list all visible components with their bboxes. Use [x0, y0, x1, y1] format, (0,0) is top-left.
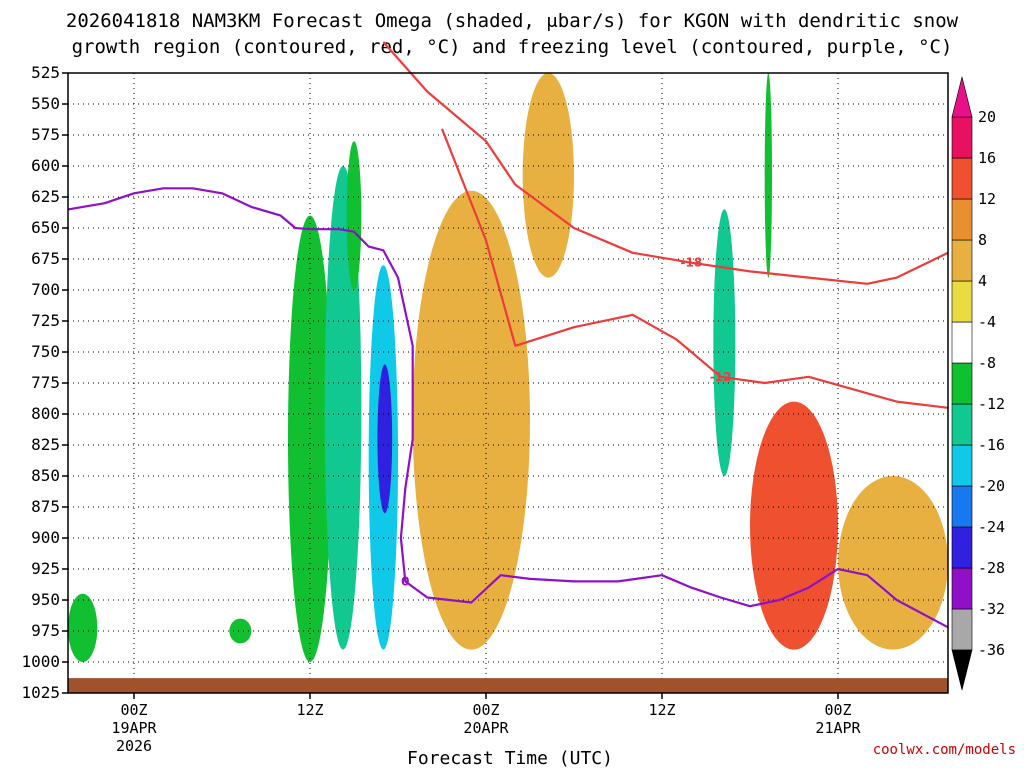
y-tick-label: 550 — [31, 94, 60, 113]
shaded-region-ascent-core — [377, 364, 393, 514]
colorbar-segment — [951, 444, 973, 487]
dgz-contour-1-label: -18 — [680, 256, 702, 270]
y-tick-label: 1000 — [21, 652, 60, 671]
dgz-contour-2-label: -12 — [710, 370, 732, 384]
y-tick-label: 850 — [31, 466, 60, 485]
omega-shading — [68, 73, 948, 663]
colorbar-label: 16 — [978, 149, 996, 167]
y-tick-label: 875 — [31, 497, 60, 516]
y-tick-label: 600 — [31, 156, 60, 175]
y-tick-label: 900 — [31, 528, 60, 547]
shaded-region-ascent-left — [68, 593, 98, 663]
x-tick-label: 12Z — [648, 701, 675, 719]
colorbar-label: -28 — [978, 559, 1005, 577]
colorbar-segment — [951, 485, 973, 528]
terrain-fill — [68, 678, 948, 693]
y-tick-label: 925 — [31, 559, 60, 578]
colorbar-segment — [951, 362, 973, 405]
colorbar-segment — [951, 608, 973, 651]
x-tick-label: 12Z — [296, 701, 323, 719]
x-tick-label: 00Z — [824, 701, 851, 719]
colorbar-segment — [951, 403, 973, 446]
contours: -18 -12 0 — [67, 41, 949, 629]
colorbar-label: 4 — [978, 272, 987, 290]
y-tick-label: 575 — [31, 125, 60, 144]
colorbar-label: -4 — [978, 313, 996, 331]
colorbar-label: -32 — [978, 600, 1005, 618]
y-axis: 525 550 575 600 625 650 675 700 725 750 775 800 825 8… — [21, 63, 68, 702]
colorbar-label: -20 — [978, 477, 1005, 495]
terrain-band — [68, 678, 948, 693]
shaded-region-ascent-right — [764, 73, 772, 278]
colorbar-segment — [951, 116, 973, 159]
colorbar-top-arrow — [951, 76, 973, 118]
y-tick-label: 700 — [31, 280, 60, 299]
colorbar: -36 -32 -28 -24 -20 -16 -12 -8 -4 4 8 12 16 20 — [951, 76, 1005, 691]
y-tick-label: 750 — [31, 342, 60, 361]
colorbar-segment — [951, 567, 973, 610]
colorbar-segment — [951, 198, 973, 241]
shaded-region-descent-top — [522, 73, 574, 278]
dgz-contour-2 — [440, 128, 949, 409]
x-tick-date: 21APR — [815, 719, 861, 737]
plot-area: -18 -12 0 — [67, 41, 949, 694]
colorbar-bottom-arrow — [951, 649, 973, 691]
x-tick-date: 19APR — [111, 719, 157, 737]
y-tick-label: 625 — [31, 187, 60, 206]
colorbar-label: -36 — [978, 641, 1005, 659]
colorbar-segment — [951, 239, 973, 282]
shaded-region-descent-day3 — [750, 401, 838, 650]
shaded-region-ascent-left-2 — [229, 618, 252, 644]
shaded-region-descent-main — [412, 190, 530, 650]
colorbar-label: -8 — [978, 354, 996, 372]
colorbar-segment — [951, 157, 973, 200]
x-tick-label: 00Z — [472, 701, 499, 719]
y-tick-label: 825 — [31, 435, 60, 454]
y-tick-label: 725 — [31, 311, 60, 330]
y-tick-label: 675 — [31, 249, 60, 268]
colorbar-segment — [951, 321, 973, 364]
dgz-contour-1 — [382, 41, 949, 285]
colorbar-label: -12 — [978, 395, 1005, 413]
shaded-region-ascent-day2 — [713, 209, 736, 476]
chart-title: 2026041818 NAM3KM Forecast Omega (shaded… — [66, 10, 959, 32]
shaded-region-descent-edge — [838, 476, 948, 650]
colorbar-label: 12 — [978, 190, 996, 208]
y-tick-label: 800 — [31, 404, 60, 423]
y-tick-label: 975 — [31, 621, 60, 640]
y-tick-label: 650 — [31, 218, 60, 237]
credit-text: coolwx.com/models — [873, 742, 1016, 758]
x-tick-date: 20APR — [463, 719, 509, 737]
y-tick-label: 950 — [31, 590, 60, 609]
colorbar-label: -16 — [978, 436, 1005, 454]
x-tick-year: 2026 — [116, 737, 152, 755]
shaded-region-ascent-tower — [346, 141, 362, 290]
colorbar-label: -24 — [978, 518, 1005, 536]
y-tick-label: 1025 — [21, 683, 60, 702]
chart-subtitle: growth region (contoured, red, °C) and f… — [72, 36, 953, 58]
freezing-level-contour-label: 0 — [401, 574, 409, 588]
colorbar-label: 20 — [978, 108, 996, 126]
colorbar-segment — [951, 280, 973, 323]
colorbar-segment — [951, 526, 973, 569]
x-tick-label: 00Z — [120, 701, 147, 719]
y-tick-label: 775 — [31, 373, 60, 392]
colorbar-label: 8 — [978, 231, 987, 249]
x-axis-label: Forecast Time (UTC) — [407, 748, 613, 768]
freezing-level-contour — [67, 187, 949, 629]
y-tick-label: 525 — [31, 63, 60, 82]
